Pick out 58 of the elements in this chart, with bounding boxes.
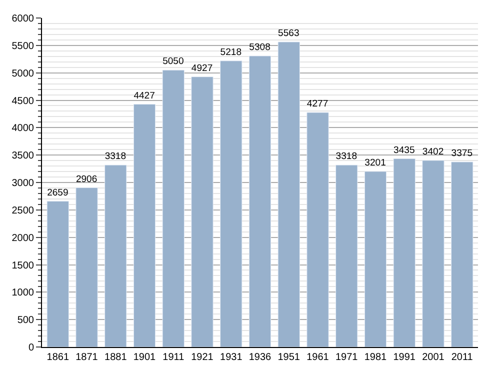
data-label: 5218	[220, 47, 242, 58]
x-tick-label: 1901	[133, 352, 156, 363]
x-tick-label: 1971	[335, 352, 358, 363]
data-label: 4277	[306, 98, 328, 110]
data-label: 3375	[451, 148, 473, 160]
bar	[76, 187, 98, 347]
x-tick-label: 1981	[364, 352, 388, 363]
data-label: 4927	[191, 62, 213, 74]
x-tick-label: 1931	[220, 352, 243, 363]
x-tick-label: 1936	[248, 352, 272, 363]
bar	[46, 200, 69, 347]
x-tick-label: 1991	[393, 352, 416, 363]
data-label: 2906	[76, 174, 98, 185]
bar	[278, 42, 300, 347]
y-tick-label: 0	[28, 342, 34, 354]
x-tick-label: 1911	[162, 352, 185, 363]
y-tick-label: 4500	[12, 96, 34, 107]
data-label: 3318	[104, 151, 126, 162]
y-tick-label: 500	[17, 315, 34, 326]
y-tick-label: 2000	[12, 232, 34, 244]
y-tick-label: 2500	[12, 205, 34, 216]
bar	[162, 70, 184, 347]
y-tick-label: 6000	[12, 14, 34, 24]
bar	[220, 60, 242, 347]
bar	[306, 112, 329, 347]
x-tick-label: 1881	[104, 352, 128, 363]
y-tick-label: 5500	[12, 40, 34, 52]
bar	[336, 164, 358, 347]
x-tick-label: 1871	[76, 352, 98, 363]
y-tick-label: 3500	[12, 150, 34, 162]
data-label: 5563	[278, 28, 300, 40]
bar	[393, 158, 416, 347]
y-tick-label: 3000	[12, 178, 34, 189]
y-tick-label: 4000	[12, 123, 34, 134]
data-label: 5050	[162, 56, 184, 68]
bar	[191, 76, 214, 347]
bar	[364, 171, 387, 347]
bar	[133, 104, 156, 347]
x-tick-label: 1951	[278, 352, 300, 363]
bar	[104, 164, 127, 347]
x-tick-label: 1861	[46, 352, 70, 363]
bar	[451, 162, 474, 347]
data-label: 4427	[134, 90, 155, 102]
data-label: 3435	[394, 144, 415, 156]
x-tick-label: 1961	[306, 352, 330, 363]
y-tick-label: 5000	[12, 68, 34, 80]
x-tick-label: 2001	[422, 352, 445, 363]
x-tick-label: 2011	[451, 352, 474, 363]
bar	[422, 160, 444, 347]
data-label: 3402	[422, 146, 444, 158]
bar	[248, 56, 272, 347]
x-tick-label: 1921	[191, 352, 214, 363]
y-tick-label: 1500	[12, 260, 34, 272]
data-label: 3318	[336, 151, 358, 162]
y-tick-label: 1000	[12, 288, 34, 299]
data-label: 2659	[47, 187, 68, 198]
data-label: 3201	[364, 158, 386, 169]
data-label: 5308	[249, 42, 270, 54]
